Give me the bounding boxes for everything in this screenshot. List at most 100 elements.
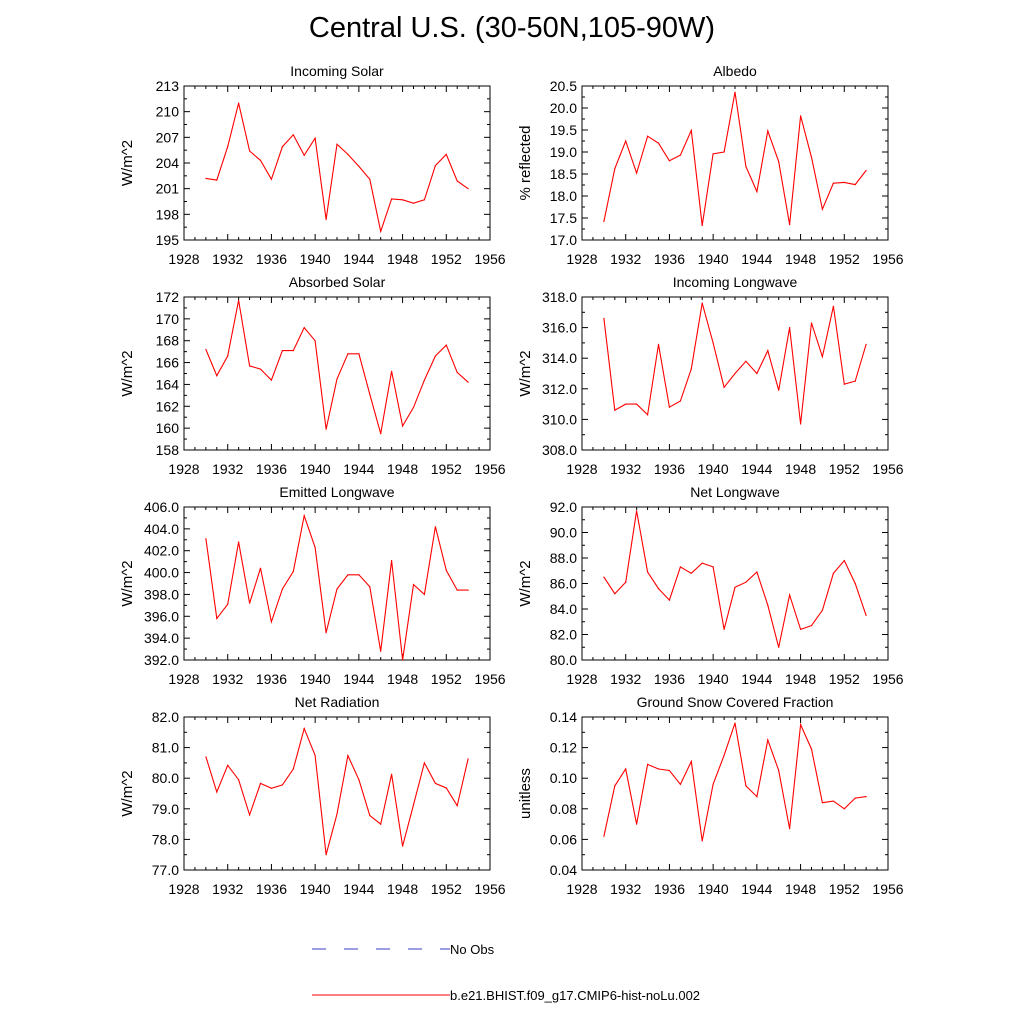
absorbed-solar-data-point <box>216 375 218 377</box>
ground-snow-covered-fraction-xtick-label: 1956 <box>872 881 903 897</box>
net-radiation-xtick-label: 1948 <box>387 881 418 897</box>
emitted-longwave-frame <box>183 506 491 661</box>
incoming-solar-data-point <box>391 198 393 200</box>
net-radiation-data-point <box>347 755 349 757</box>
net-radiation-ytick-label: 78.0 <box>152 831 179 847</box>
albedo-data-point <box>789 224 791 226</box>
net-radiation-data-point <box>205 756 207 758</box>
emitted-longwave-data-point <box>347 574 349 576</box>
albedo-ytick-label: 20.5 <box>550 78 577 94</box>
absorbed-solar-xtick-label: 1932 <box>212 461 243 477</box>
incoming-solar-xtick-label: 1952 <box>431 251 462 267</box>
net-longwave-data-point <box>832 572 835 574</box>
figure-title: Central U.S. (30-50N,105-90W) <box>308 12 716 44</box>
incoming-longwave-data-point <box>657 343 660 345</box>
incoming-longwave-data-point <box>647 414 649 416</box>
incoming-longwave-title: Incoming Longwave <box>673 274 798 290</box>
absorbed-solar-title: Absorbed Solar <box>289 274 386 290</box>
incoming-solar-data-point <box>238 102 240 104</box>
absorbed-solar-ytick-label: 166 <box>156 355 180 371</box>
emitted-longwave-ytick-label: 396.0 <box>144 608 179 624</box>
net-radiation-data-point <box>281 784 283 786</box>
absorbed-solar-data-point <box>259 368 262 370</box>
net-longwave-data-point <box>647 571 649 573</box>
net-longwave-xtick-label: 1940 <box>698 671 729 687</box>
net-longwave-data-point <box>723 628 725 631</box>
incoming-longwave-xtick-label: 1928 <box>566 461 597 477</box>
net-longwave-data-point <box>810 625 813 627</box>
emitted-longwave-ytick-label: 392.0 <box>144 652 179 668</box>
incoming-solar-data-point <box>292 134 294 136</box>
emitted-longwave-data-point <box>281 588 283 590</box>
incoming-longwave-data-point <box>690 368 692 370</box>
legend-model-label: b.e21.BHIST.f09_g17.CMIP6-hist-noLu.002 <box>450 988 701 1003</box>
ground-snow-covered-fraction-frame <box>581 716 889 871</box>
ground-snow-covered-fraction-data-point <box>603 835 605 837</box>
net-radiation-title: Net Radiation <box>295 694 380 710</box>
emitted-longwave-xtick-label: 1956 <box>474 671 505 687</box>
albedo-ytick-label: 19.0 <box>550 144 577 160</box>
incoming-solar-xtick-label: 1932 <box>212 251 243 267</box>
absorbed-solar-series-line <box>205 300 469 434</box>
emitted-longwave-ytick-label: 398.0 <box>144 586 179 602</box>
incoming-longwave-ytick-label: 316.0 <box>542 320 577 336</box>
incoming-solar-data-point <box>249 150 251 152</box>
incoming-solar-frame <box>183 85 491 241</box>
incoming-longwave-data-point <box>712 342 714 344</box>
incoming-longwave-data-point <box>603 317 605 319</box>
absorbed-solar-data-point <box>434 355 436 357</box>
net-radiation-xtick-label: 1936 <box>256 881 287 897</box>
ground-snow-covered-fraction-ytick-label: 0.08 <box>550 801 577 817</box>
absorbed-solar-ytick-label: 170 <box>156 311 180 327</box>
incoming-longwave-data-point <box>668 406 671 408</box>
net-longwave-ytick-label: 88.0 <box>550 550 577 566</box>
albedo-ytick-label: 17.5 <box>550 210 577 226</box>
absorbed-solar-ytick-label: 160 <box>156 420 180 436</box>
net-longwave-data-point <box>756 571 758 573</box>
emitted-longwave-data-point <box>205 538 207 540</box>
albedo-ytick-label: 20.0 <box>550 100 577 116</box>
incoming-solar-title: Incoming Solar <box>290 63 384 79</box>
net-radiation-data-point <box>259 782 262 785</box>
emitted-longwave-data-point <box>238 541 240 543</box>
incoming-solar-xtick-label: 1928 <box>168 251 199 267</box>
absorbed-solar-ytick-label: 158 <box>156 442 180 458</box>
absorbed-solar-ytick-label: 162 <box>156 398 180 414</box>
emitted-longwave-data-point <box>249 602 251 604</box>
incoming-longwave-data-point <box>745 360 747 362</box>
net-radiation-data-point <box>380 823 382 825</box>
ground-snow-covered-fraction-data-point <box>657 768 660 770</box>
albedo-data-point <box>756 191 758 193</box>
absorbed-solar-data-point <box>270 379 272 381</box>
incoming-longwave-xtick-label: 1940 <box>698 461 729 477</box>
ground-snow-covered-fraction-xtick-label: 1932 <box>610 881 641 897</box>
incoming-longwave-data-point <box>789 327 791 329</box>
incoming-longwave-data-point <box>854 380 856 382</box>
incoming-longwave-data-point <box>778 389 780 391</box>
net-longwave-data-point <box>789 594 791 596</box>
emitted-longwave-title: Emitted Longwave <box>279 484 394 500</box>
net-radiation-data-point <box>249 814 251 816</box>
net-longwave-frame <box>581 506 889 661</box>
albedo-series-line <box>603 92 867 226</box>
ground-snow-covered-fraction-ylabel: unitless <box>517 768 534 819</box>
incoming-solar-data-point <box>314 137 316 139</box>
incoming-solar-data-point <box>445 153 447 155</box>
ground-snow-covered-fraction-data-point <box>614 785 616 787</box>
incoming-longwave-ytick-label: 308.0 <box>542 442 577 458</box>
emitted-longwave-data-point <box>445 569 447 572</box>
net-longwave-title: Net Longwave <box>690 484 780 500</box>
albedo-data-point <box>854 184 856 186</box>
incoming-solar-data-point <box>227 146 229 148</box>
emitted-longwave-data-point <box>369 586 371 588</box>
net-longwave-data-point <box>614 593 616 595</box>
albedo-data-point <box>843 181 845 183</box>
albedo-data-point <box>832 182 835 184</box>
net-radiation-xtick-label: 1928 <box>168 881 199 897</box>
albedo-data-point <box>647 135 649 137</box>
ground-snow-covered-fraction-xtick-label: 1928 <box>566 881 597 897</box>
incoming-longwave-ylabel: W/m^2 <box>517 350 534 396</box>
net-radiation-frame <box>183 716 491 871</box>
albedo-data-point <box>657 142 660 144</box>
albedo-data-point <box>778 161 780 163</box>
